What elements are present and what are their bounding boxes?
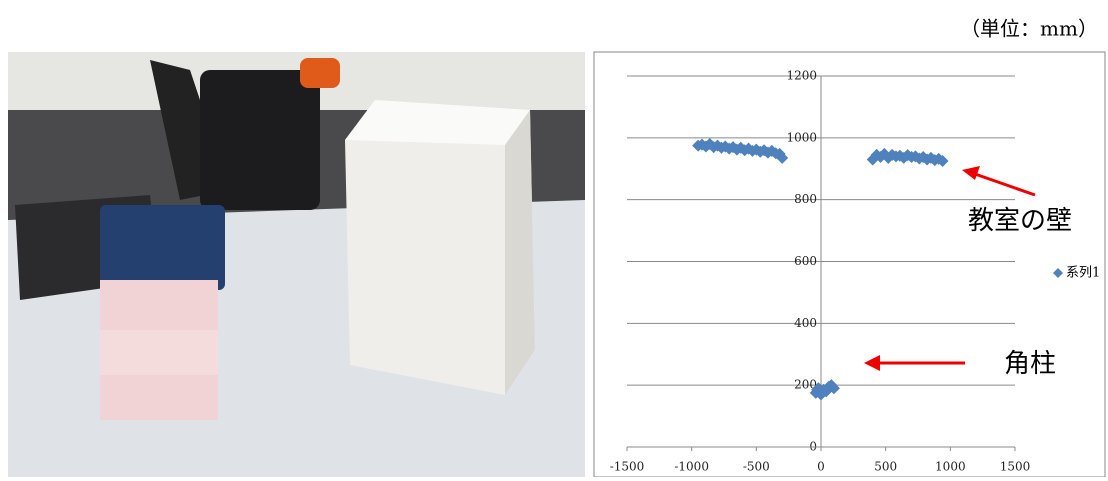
annotation: 角柱 <box>1004 349 1056 379</box>
x-tick-label: -1500 <box>610 460 645 474</box>
y-tick-label: 800 <box>794 192 817 206</box>
y-tick-label: 600 <box>794 254 817 268</box>
x-tick-label: 500 <box>874 460 897 474</box>
y-tick-label: 1000 <box>786 130 817 144</box>
annotation: 教室の壁 <box>968 206 1072 236</box>
x-tick-label: 1500 <box>1000 460 1031 474</box>
legend-label: 系列1 <box>1066 266 1100 281</box>
figure: （単位：mm） 020040060080010001200-1500-1000-… <box>0 0 1108 477</box>
x-tick-label: -500 <box>743 460 770 474</box>
y-tick-label: 400 <box>794 316 817 330</box>
page: （単位：mm） 020040060080010001200-1500-1000-… <box>0 0 1108 477</box>
y-tick-label: 1200 <box>786 69 817 83</box>
chart-frame <box>594 52 1105 477</box>
unit-label: （単位：mm） <box>960 17 1098 41</box>
x-tick-label: 0 <box>817 460 825 474</box>
photo <box>8 52 585 477</box>
x-tick-label: -1000 <box>674 460 709 474</box>
x-tick-label: 1000 <box>935 460 966 474</box>
